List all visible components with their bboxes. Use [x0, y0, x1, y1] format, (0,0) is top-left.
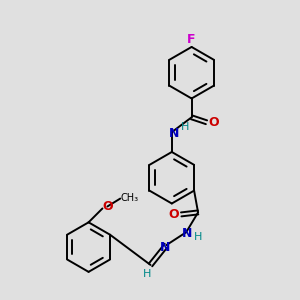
Text: O: O	[208, 116, 219, 129]
Text: N: N	[182, 227, 192, 240]
Text: H: H	[194, 232, 202, 242]
Text: O: O	[102, 200, 113, 213]
Text: N: N	[160, 241, 171, 254]
Text: O: O	[168, 208, 178, 221]
Text: F: F	[188, 32, 196, 46]
Text: H: H	[143, 269, 152, 279]
Text: CH₃: CH₃	[120, 193, 138, 202]
Text: N: N	[169, 127, 179, 140]
Text: H: H	[181, 122, 189, 132]
